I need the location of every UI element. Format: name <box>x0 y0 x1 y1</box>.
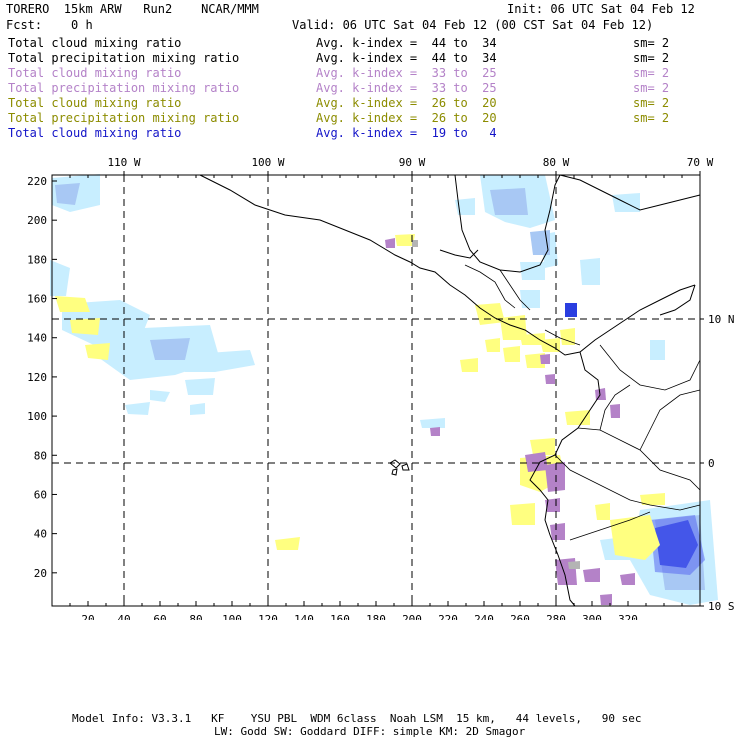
x-tick-label: 240 <box>474 613 494 620</box>
y-tick-label: 120 <box>27 371 47 384</box>
legend-smoothing: sm= 2 <box>633 81 670 95</box>
x-tick-label: 140 <box>294 613 314 620</box>
physics-info: LW: Godd SW: Goddard DIFF: simple KM: 2D… <box>214 725 526 738</box>
medium-blue-cloud-areas <box>650 515 705 575</box>
lon-label: 110 W <box>107 156 140 169</box>
y-tick-label: 200 <box>27 214 47 227</box>
x-tick-label: 180 <box>366 613 386 620</box>
legend-k-index: Avg. k-index = 33 to 25 <box>316 81 497 95</box>
lon-label: 100 W <box>251 156 284 169</box>
y-tick-label: 140 <box>27 332 47 345</box>
legend-k-index: Avg. k-index = 44 to 34 <box>316 51 497 65</box>
x-tick-label: 260 <box>510 613 530 620</box>
legend-smoothing: sm= 2 <box>633 51 670 65</box>
gray-cloud-areas <box>412 240 580 569</box>
lat-label: 10 S <box>708 600 735 613</box>
legend-variable: Total cloud mixing ratio <box>8 66 182 80</box>
forecast-hour: Fcst: 0 h <box>6 18 93 32</box>
legend-k-index: Avg. k-index = 26 to 20 <box>316 111 497 125</box>
y-tick-label: 60 <box>34 488 47 501</box>
x-tick-label: 300 <box>582 613 602 620</box>
x-tick-label: 60 <box>153 613 166 620</box>
init-time: Init: 06 UTC Sat 04 Feb 12 <box>507 2 695 16</box>
y-tick-label: 220 <box>27 175 47 188</box>
x-tick-label: 100 <box>222 613 242 620</box>
legend-k-index: Avg. k-index = 44 to 34 <box>316 36 497 50</box>
x-tick-label: 80 <box>189 613 202 620</box>
lat-label: 0 <box>708 457 715 470</box>
x-tick-label: 220 <box>438 613 458 620</box>
legend-variable: Total precipitation mixing ratio <box>8 81 240 95</box>
y-tick-label: 180 <box>27 253 47 266</box>
lon-label: 80 W <box>543 156 570 169</box>
y-tick-label: 20 <box>34 567 47 580</box>
x-tick-label: 120 <box>258 613 278 620</box>
legend-k-index: Avg. k-index = 33 to 25 <box>316 66 497 80</box>
axis-labels: 20 40 60 80 100 120 140 160 180 200 220 240 260 280 30… <box>27 156 734 620</box>
yellow-cloud-areas <box>55 234 665 560</box>
legend-variable: Total cloud mixing ratio <box>8 36 182 50</box>
mixing-ratio-fields <box>50 174 718 605</box>
x-tick-label: 40 <box>117 613 130 620</box>
country-borders <box>464 264 701 541</box>
y-tick-label: 40 <box>34 528 47 541</box>
weather-map: 20 40 60 80 100 120 140 160 180 200 220 240 260 280 30… <box>27 156 734 620</box>
x-tick-label: 200 <box>402 613 422 620</box>
model-info: Model Info: V3.3.1 KF YSU PBL WDM 6class… <box>72 712 642 725</box>
lon-label: 90 W <box>399 156 426 169</box>
y-tick-label: 160 <box>27 293 47 306</box>
y-tick-label: 80 <box>34 449 47 462</box>
lat-label: 10 N <box>708 313 735 326</box>
x-tick-label: 320 <box>618 613 638 620</box>
legend-variable: Total precipitation mixing ratio <box>8 111 240 125</box>
legend-variable: Total cloud mixing ratio <box>8 96 182 110</box>
purple-cloud-areas <box>385 238 635 605</box>
legend-smoothing: sm= 2 <box>633 111 670 125</box>
legend-k-index: Avg. k-index = 26 to 20 <box>316 96 497 110</box>
lon-label: 70 W <box>687 156 714 169</box>
model-title: TORERO 15km ARW Run2 NCAR/MMM <box>6 2 259 16</box>
mid-blue-cloud-areas <box>55 183 705 590</box>
axis-ticks <box>52 171 704 607</box>
y-tick-label: 100 <box>27 410 47 423</box>
legend-k-index: Avg. k-index = 19 to 4 <box>316 126 497 140</box>
x-tick-label: 280 <box>546 613 566 620</box>
legend-variable: Total precipitation mixing ratio <box>8 51 240 65</box>
legend-smoothing: sm= 2 <box>633 96 670 110</box>
x-tick-label: 20 <box>81 613 94 620</box>
legend-smoothing: sm= 2 <box>633 66 670 80</box>
x-tick-label: 160 <box>330 613 350 620</box>
coastlines <box>199 174 701 607</box>
legend-variable: Total cloud mixing ratio <box>8 126 182 140</box>
legend-smoothing: sm= 2 <box>633 36 670 50</box>
graticule <box>52 175 700 606</box>
valid-time: Valid: 06 UTC Sat 04 Feb 12 (00 CST Sat … <box>292 18 654 32</box>
